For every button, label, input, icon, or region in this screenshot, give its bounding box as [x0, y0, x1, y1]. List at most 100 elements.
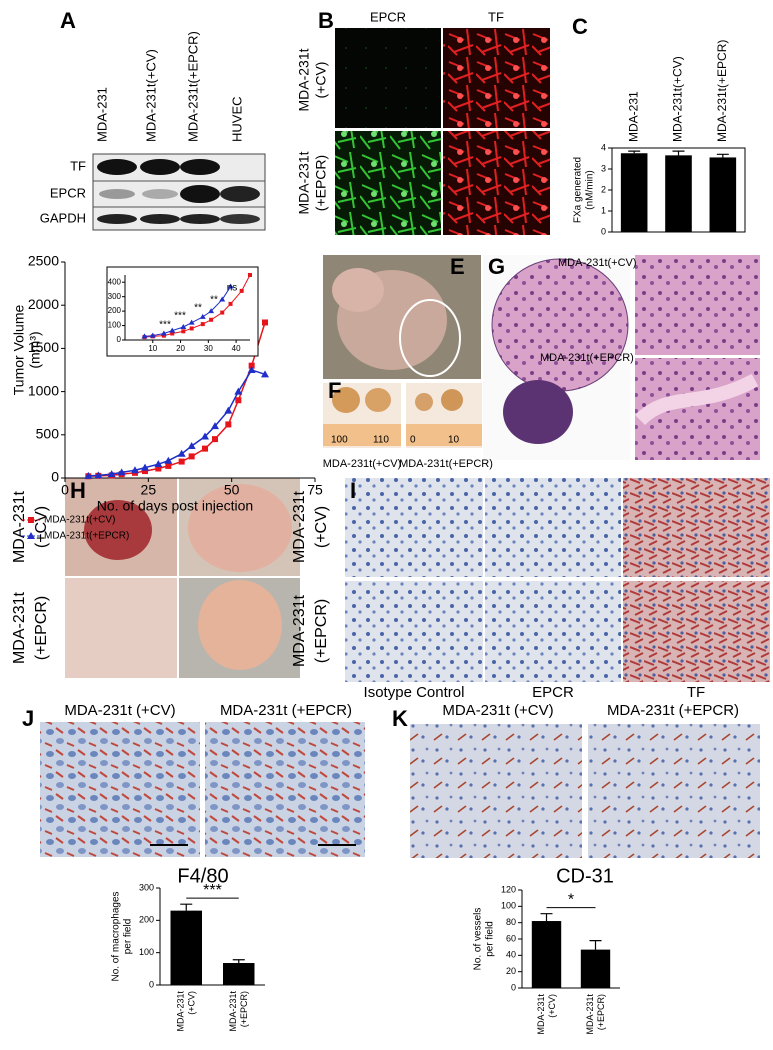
category-label: MDA-231t	[228, 991, 238, 1032]
caption: MDA-231t(+CV)	[323, 458, 402, 470]
x-tick-label: 10	[148, 344, 157, 353]
row-label: MDA-231t	[291, 490, 308, 563]
x-tick-label: 0	[61, 482, 69, 498]
tumor	[332, 387, 360, 413]
category-label: (+EPCR)	[596, 994, 606, 1030]
y-tick-label: 400	[108, 277, 122, 286]
column-label: TF	[687, 684, 705, 701]
x-tick-label: 25	[141, 482, 157, 498]
category-label: (+CV)	[187, 991, 197, 1015]
marker	[155, 465, 162, 472]
marker	[211, 422, 219, 430]
significance-label: *	[568, 892, 574, 909]
error-bar	[589, 940, 602, 950]
marker	[224, 406, 233, 414]
marker	[227, 283, 234, 289]
marker	[208, 308, 215, 314]
histology-stroma	[635, 373, 759, 426]
panel-letter: I	[350, 478, 356, 503]
micrograph	[205, 722, 365, 857]
stain-label: F4/80	[177, 865, 228, 887]
photo-tumor	[188, 484, 292, 572]
row-label: GAPDH	[40, 210, 86, 225]
band	[180, 185, 220, 203]
marker	[141, 463, 149, 471]
band	[142, 189, 178, 199]
tumor	[441, 389, 463, 411]
panel-letter: G	[488, 254, 505, 279]
marker	[248, 273, 252, 277]
marker	[180, 324, 187, 329]
ruler-number: 0	[410, 435, 416, 446]
row-label: MDA-231t	[11, 591, 28, 664]
marker	[201, 432, 209, 440]
marker	[189, 326, 194, 331]
micrograph	[485, 478, 621, 577]
marker	[228, 301, 233, 306]
marker	[161, 333, 166, 338]
marker	[235, 397, 242, 404]
y-tick-label: 0	[51, 469, 59, 485]
band	[97, 159, 137, 175]
marker	[142, 468, 148, 475]
marker	[28, 517, 34, 523]
row-label: MDA-231t	[11, 490, 28, 563]
micrograph	[443, 131, 550, 235]
y-tick-label: 0	[601, 226, 606, 236]
y-tick-label: 300	[139, 882, 154, 892]
micrograph	[623, 478, 770, 577]
marker	[188, 319, 195, 325]
x-axis-label: No. of days post injection	[97, 498, 253, 514]
marker	[165, 462, 172, 469]
image-title: MDA-231t (+EPCR)	[220, 702, 352, 719]
bar	[223, 963, 255, 985]
marker	[187, 442, 196, 450]
panel-letter: E	[450, 254, 465, 279]
y-tick-label: 500	[36, 426, 60, 442]
marker	[188, 453, 195, 460]
marker	[199, 313, 206, 319]
marker	[220, 310, 225, 315]
y-tick-label: 4	[601, 142, 606, 152]
legend-label: MDA-231t(+CV)	[44, 515, 115, 526]
x-tick-label: 30	[204, 344, 213, 353]
panel-letter: B	[318, 8, 334, 33]
image-title: MDA-231t (+EPCR)	[607, 702, 739, 719]
error-bar	[540, 913, 553, 922]
ruler-number: 10	[448, 435, 460, 446]
row-label: (+CV)	[33, 506, 50, 548]
bar	[170, 910, 202, 985]
category-label: MDA-231t	[585, 994, 595, 1035]
photo-tumor	[198, 580, 282, 670]
legend-label: MDA-231t(+EPCR)	[44, 531, 129, 542]
error-bar	[232, 959, 245, 964]
histology	[503, 380, 573, 444]
marker	[239, 288, 244, 293]
y-tick-label: 0	[117, 335, 122, 344]
lane-label: MDA-231t(+CV)	[143, 49, 158, 142]
y-tick-label: 20	[506, 966, 516, 976]
significance-label: ns	[227, 283, 238, 294]
marker	[248, 362, 255, 369]
marker	[141, 333, 148, 339]
photo-tumor	[84, 500, 152, 560]
inset-frame	[106, 266, 259, 357]
y-tick-label: 1500	[28, 339, 59, 355]
marker	[149, 332, 156, 338]
category-label: MDA-231t(+CV)	[671, 56, 685, 142]
marker	[107, 470, 116, 478]
marker	[262, 319, 268, 326]
marker	[219, 296, 226, 302]
micrograph	[588, 724, 760, 858]
y-tick-label: 2	[601, 184, 606, 194]
micrograph	[345, 478, 483, 577]
marker	[117, 468, 126, 476]
micrograph	[485, 581, 621, 682]
y-tick-label: 0	[149, 979, 154, 989]
y-tick-label: 60	[506, 933, 516, 943]
histology	[491, 258, 629, 392]
category-label: MDA-231t	[536, 994, 546, 1035]
y-tick-label: 100	[108, 321, 122, 330]
y-tick-label: 100	[139, 947, 154, 957]
